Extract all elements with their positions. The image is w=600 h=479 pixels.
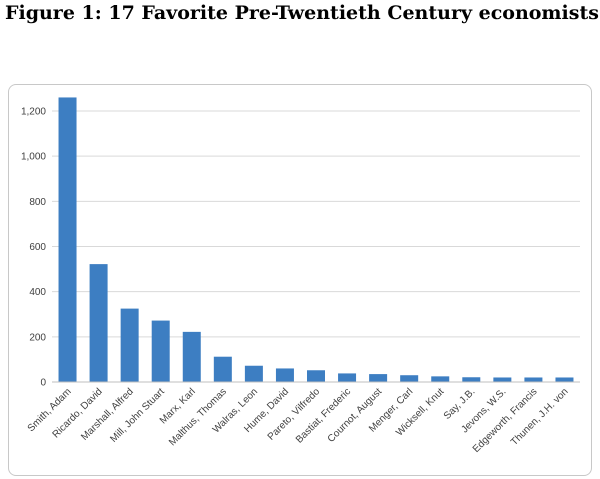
bar (182, 331, 201, 382)
bar (58, 97, 77, 382)
y-tick-label: 200 (29, 332, 46, 343)
bar (338, 373, 357, 382)
x-category-label: Malthus, Thomas (167, 386, 229, 448)
bar (120, 308, 139, 382)
bar (400, 375, 419, 382)
bar (555, 377, 574, 382)
bar (431, 376, 450, 382)
figure-title: Figure 1: 17 Favorite Pre-Twentieth Cent… (5, 2, 599, 24)
x-category-label: Thunen, J.H. von (509, 386, 571, 448)
bar (275, 368, 294, 382)
bar (462, 377, 481, 382)
bar (369, 374, 388, 382)
y-tick-label: 600 (29, 242, 46, 253)
bar (493, 377, 512, 382)
y-tick-label: 0 (40, 378, 46, 389)
bars (58, 97, 574, 382)
grid-lines (52, 110, 580, 338)
bar (213, 356, 232, 382)
y-tick-label: 1,000 (21, 152, 46, 163)
x-category-label: Cournot, August (326, 386, 385, 445)
bar (307, 370, 325, 382)
x-category-label: Bastiat, Frederic (294, 386, 353, 445)
bar (244, 365, 263, 382)
y-tick-label: 800 (29, 197, 46, 208)
y-tick-label: 1,200 (21, 107, 46, 118)
y-axis-ticks: 0 200 400 600 800 1,000 1,200 (21, 107, 46, 389)
x-category-label: Mill, John Stuart (108, 386, 167, 445)
bar (524, 377, 543, 382)
y-tick-label: 400 (29, 287, 46, 298)
bar (151, 320, 170, 382)
bar (89, 264, 108, 382)
